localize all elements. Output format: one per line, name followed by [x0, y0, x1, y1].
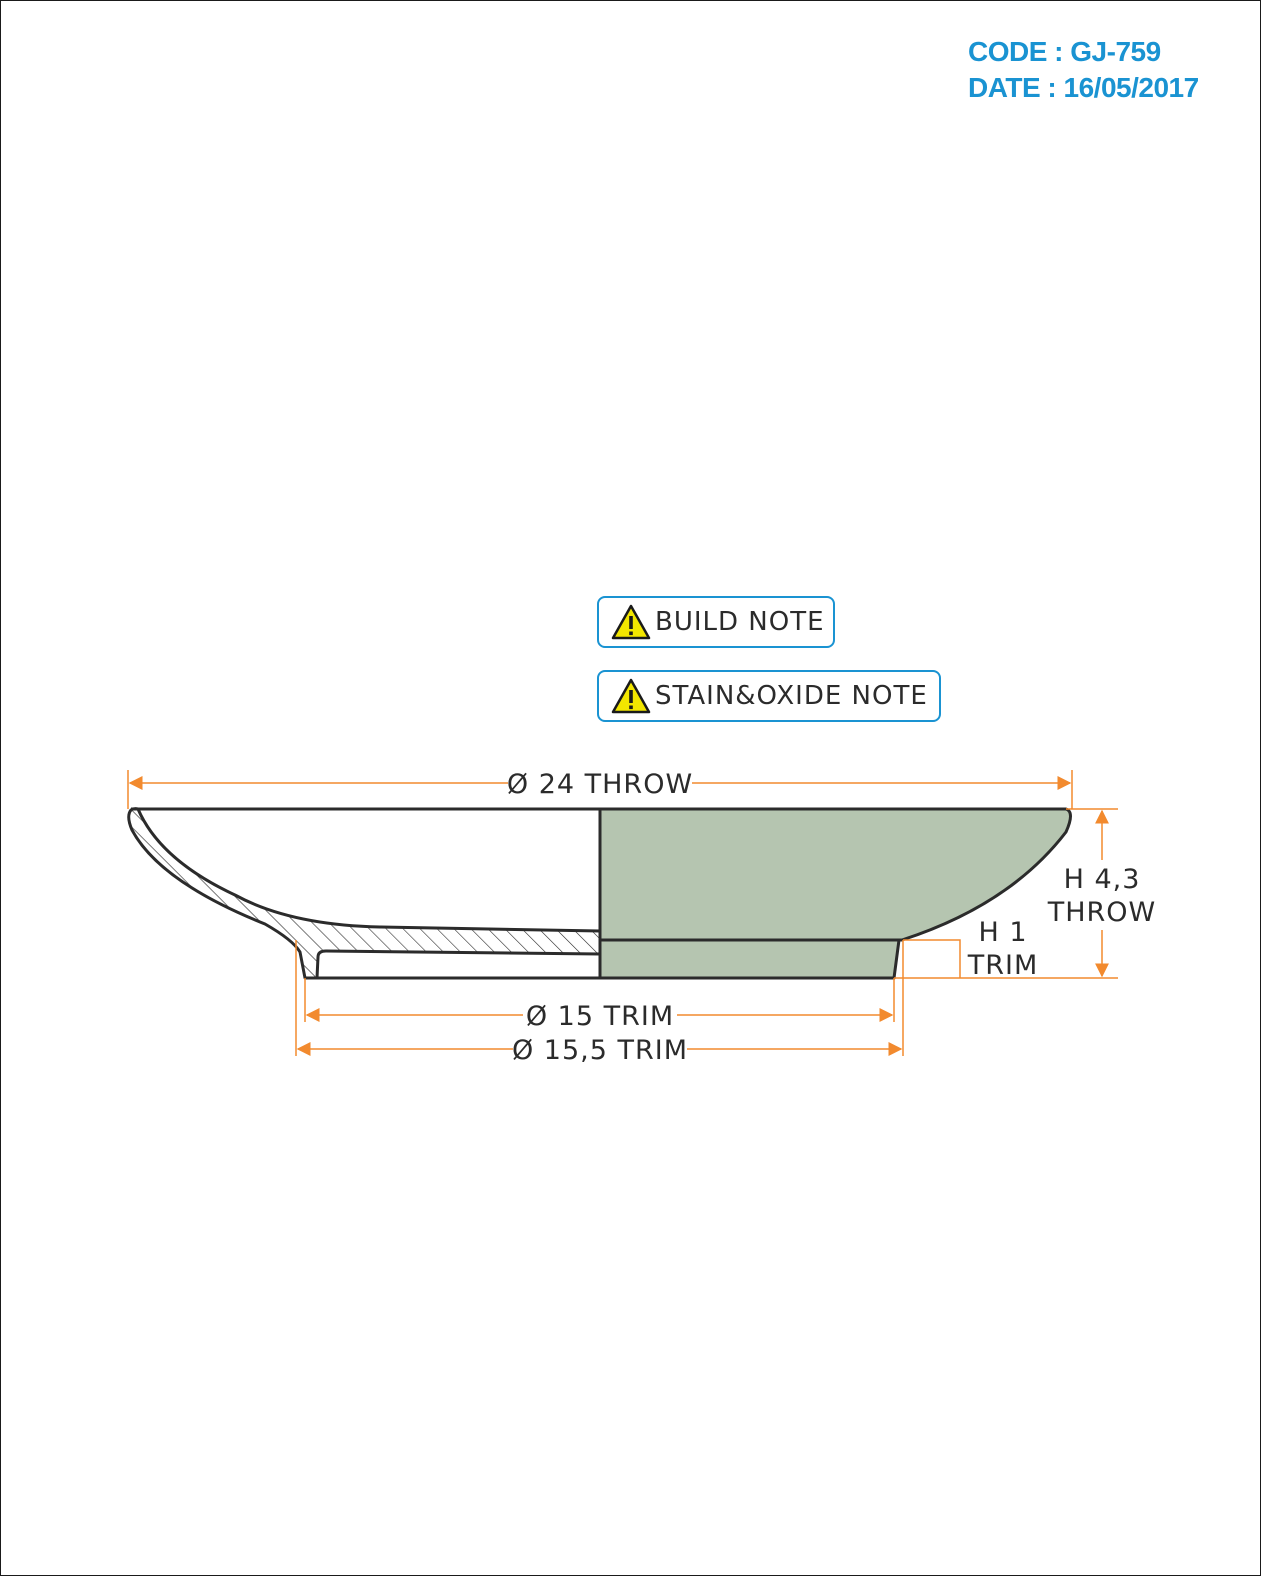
throw-diameter-label: Ø 24 THROW: [507, 769, 693, 800]
trim-height-value: H 1: [978, 917, 1027, 948]
trim-outer-diameter-dimension: Ø 15,5 TRIM: [296, 1035, 903, 1066]
date-label: DATE : 16/05/2017: [968, 72, 1199, 103]
warning-icon: [611, 678, 651, 714]
warning-icon: [611, 604, 651, 640]
throw-height-label: THROW: [1047, 897, 1157, 928]
trim-height-label: TRIM: [967, 950, 1039, 981]
trim-inner-diameter-label: Ø 15 TRIM: [526, 1001, 674, 1032]
section-wall-hatched: [127, 807, 602, 980]
trim-outer-diameter-label: Ø 15,5 TRIM: [512, 1035, 688, 1066]
build-note-label: BUILD NOTE: [655, 607, 825, 637]
glazed-exterior-half: [598, 807, 1072, 980]
stain-oxide-note-label: STAIN&OXIDE NOTE: [655, 681, 928, 711]
trim-height-dimension: H 1 TRIM: [967, 917, 1039, 981]
throw-diameter-dimension: Ø 24 THROW: [128, 769, 1072, 800]
throw-height-dimension: H 4,3 THROW: [1047, 809, 1157, 978]
code-label: CODE : GJ-759: [968, 36, 1161, 67]
trim-inner-diameter-dimension: Ø 15 TRIM: [305, 1001, 894, 1032]
stain-oxide-note-button[interactable]: STAIN&OXIDE NOTE: [597, 670, 941, 722]
extension-lines: [127, 770, 1118, 1056]
throw-height-value: H 4,3: [1064, 864, 1141, 895]
drawing-header: CODE : GJ-759 DATE : 16/05/2017: [968, 34, 1199, 106]
build-note-button[interactable]: BUILD NOTE: [597, 596, 835, 648]
